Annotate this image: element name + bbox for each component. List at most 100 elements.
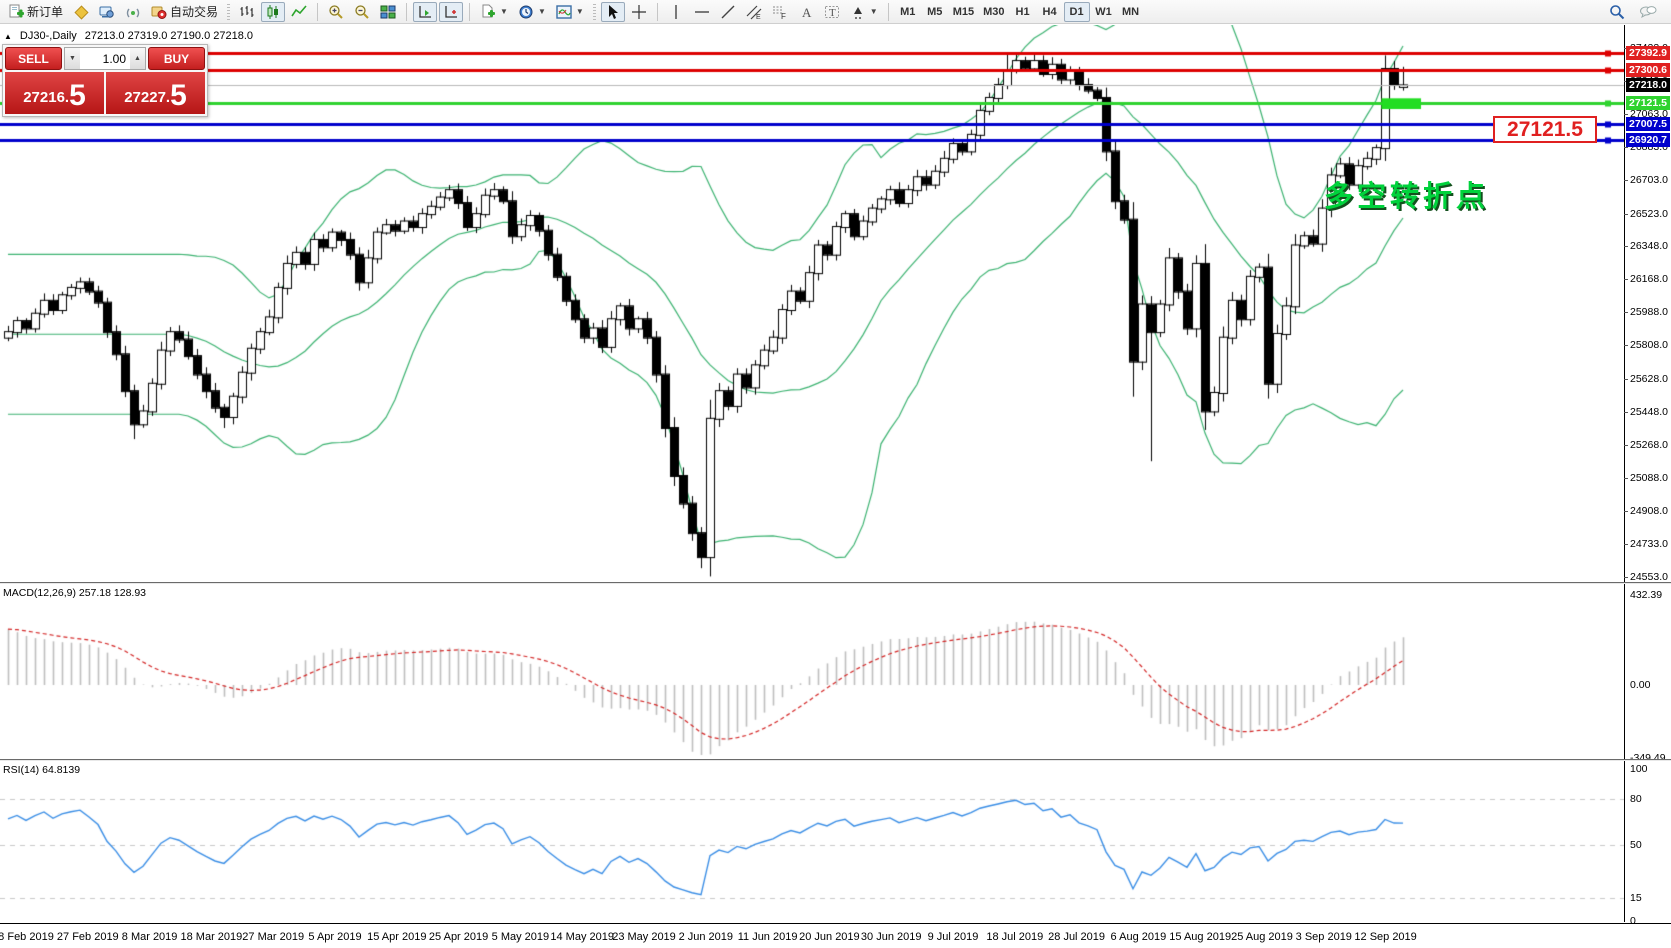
trendline-icon — [721, 5, 735, 18]
timeframe-w1[interactable]: W1 — [1095, 5, 1112, 18]
bar-chart-icon — [240, 5, 254, 17]
sell-button[interactable]: SELL — [5, 47, 62, 70]
date-axis-label: 25 Apr 2019 — [428, 931, 489, 943]
price-level-annotation[interactable]: 27121.5 — [1493, 116, 1597, 143]
profiles-button[interactable]: ▼ — [514, 2, 550, 22]
date-axis-label: 25 Aug 2019 — [1231, 931, 1293, 943]
price-tick — [1624, 444, 1628, 446]
date-axis-label: 18 Jul 2019 — [986, 931, 1044, 943]
candlestick-chart-type-button[interactable] — [261, 1, 286, 22]
price-badge-27121.5: 27121.5 — [1626, 96, 1670, 111]
chart-shift-button[interactable] — [439, 1, 464, 22]
rsi-panel-canvas[interactable] — [0, 762, 1624, 922]
indicators-button[interactable]: ▼ — [552, 2, 588, 22]
price-tick-label: 25988.0 — [1630, 306, 1668, 319]
horizontal-line-tool[interactable] — [690, 2, 714, 22]
timeframe-m15[interactable]: M15 — [952, 5, 975, 18]
new-chart-button[interactable]: ▼ — [476, 2, 512, 22]
text-icon: A — [802, 5, 812, 20]
cursor-button[interactable] — [600, 1, 625, 22]
price-tick-label: 24733.0 — [1630, 537, 1668, 550]
volume-decrease-button[interactable]: ▼ — [65, 48, 80, 69]
chat-button[interactable] — [1635, 2, 1661, 22]
price-tick-label: 27063.0 — [1630, 108, 1668, 120]
horizontal-line-icon — [694, 10, 709, 13]
expert-advisors-button[interactable] — [95, 2, 119, 22]
timeframe-h1[interactable]: H1 — [1015, 5, 1030, 18]
sell-price[interactable]: 27216. 5 — [5, 72, 104, 114]
chart-window: ▲ DJ30-,Daily 27213.0 27319.0 27190.0 27… — [0, 25, 1671, 948]
crosshair-icon — [631, 4, 646, 19]
search-button[interactable] — [1605, 2, 1629, 22]
panel-separator[interactable] — [0, 759, 1671, 760]
main-chart-canvas[interactable] — [0, 25, 1624, 583]
auto-trading-button[interactable]: 自动交易 — [147, 2, 222, 22]
auto-trading-icon — [151, 6, 167, 19]
timeframe-m30[interactable]: M30 — [983, 5, 1005, 18]
timeframe-h4[interactable]: H4 — [1042, 5, 1057, 18]
equidistant-channel-tool[interactable]: E — [742, 2, 766, 22]
price-badge-27007.5: 27007.5 — [1626, 117, 1670, 132]
sell-price-big-digit: 5 — [69, 79, 86, 112]
price-tick — [1624, 147, 1628, 149]
fibonacci-tool[interactable]: F — [768, 2, 792, 22]
line-chart-type-button[interactable] — [287, 2, 311, 22]
fibonacci-icon: F — [772, 6, 786, 20]
vertical-line-tool[interactable] — [664, 2, 688, 22]
date-axis-label: 30 Jun 2019 — [860, 931, 922, 943]
svg-text:E: E — [756, 14, 761, 20]
chevron-down-icon: ▼ — [869, 7, 878, 16]
chinese-note-annotation[interactable]: 多空转折点 — [1324, 181, 1490, 213]
auto-scroll-button[interactable] — [413, 1, 438, 22]
macd-panel-canvas[interactable] — [0, 584, 1624, 758]
new-order-button[interactable]: 新订单 — [4, 2, 67, 22]
clock-icon — [519, 5, 533, 18]
arrows-icon — [853, 6, 862, 19]
price-tick — [1624, 114, 1628, 115]
text-tool[interactable]: A — [794, 2, 818, 22]
price-tick — [1624, 378, 1628, 380]
rsi-axis-label: 0 — [1630, 915, 1636, 927]
arrows-tool[interactable]: ▼ — [846, 2, 882, 22]
zoom-in-button[interactable] — [324, 2, 348, 22]
svg-text:F: F — [781, 12, 786, 20]
text-label-tool[interactable]: T — [820, 2, 844, 22]
line-chart-icon — [291, 4, 307, 16]
zoom-in-icon — [329, 4, 343, 19]
signals-button[interactable] — [121, 2, 145, 22]
price-tick-label: 26523.0 — [1630, 207, 1668, 220]
trendline-tool[interactable] — [716, 2, 740, 22]
timeframe-m1[interactable]: M1 — [900, 5, 916, 18]
price-tick — [1624, 180, 1628, 182]
rsi-axis-label: 50 — [1630, 839, 1642, 851]
tile-windows-button[interactable] — [376, 2, 400, 22]
chart-header: ▲ DJ30-,Daily 27213.0 27319.0 27190.0 27… — [4, 29, 253, 43]
price-tick — [1624, 411, 1628, 413]
one-click-trading-panel: SELL ▼ ▲ BUY 27216.5 27227.5 — [2, 44, 208, 117]
buy-price-main: 27227. — [124, 89, 171, 106]
volume-input[interactable] — [80, 48, 130, 69]
macd-axis-label: -349.49 — [1630, 751, 1666, 764]
date-axis-label: 27 Feb 2019 — [56, 931, 119, 943]
bar-chart-type-button[interactable] — [235, 2, 259, 22]
buy-price[interactable]: 27227. 5 — [106, 72, 205, 114]
tile-windows-icon — [380, 5, 396, 18]
zoom-out-button[interactable] — [350, 2, 374, 22]
volume-increase-button[interactable]: ▲ — [130, 48, 145, 69]
date-axis-label: 15 Aug 2019 — [1169, 931, 1232, 943]
price-tick — [1624, 478, 1628, 480]
one-click-collapse-arrow[interactable]: ▲ — [4, 31, 12, 41]
toolbar-separator — [317, 2, 319, 21]
timeframe-mn[interactable]: MN — [1121, 5, 1140, 18]
text-label-icon: T — [824, 5, 839, 19]
mql-community-button[interactable] — [69, 2, 93, 22]
sell-price-main: 27216. — [23, 89, 70, 106]
crosshair-button[interactable] — [627, 2, 651, 22]
macd-label: MACD(12,26,9) 257.18 128.93 — [3, 587, 147, 599]
timeframe-m5[interactable]: M5 — [927, 5, 943, 18]
timeframe-d1[interactable]: D1 — [1063, 1, 1090, 22]
buy-button[interactable]: BUY — [148, 47, 205, 70]
panel-separator[interactable] — [0, 582, 1671, 583]
chart-shift-icon — [445, 5, 458, 18]
date-axis-separator — [0, 923, 1671, 924]
